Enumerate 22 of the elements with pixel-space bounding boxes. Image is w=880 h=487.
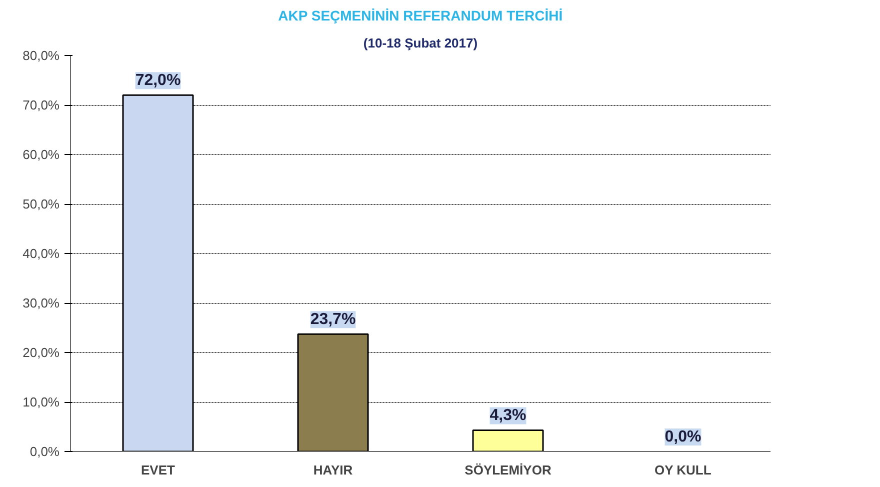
- y-tick-label: 50,0%: [22, 196, 60, 212]
- bar: [122, 94, 194, 452]
- y-tick-label: 80,0%: [22, 48, 60, 63]
- y-tick-label: 60,0%: [22, 147, 60, 162]
- y-tick-label: 0,0%: [30, 444, 60, 459]
- y-tick-label: 70,0%: [22, 98, 60, 112]
- bar: [297, 333, 369, 452]
- chart-subtitle: (10-18 Şubat 2017): [363, 36, 478, 50]
- data-label: 4,3%: [490, 407, 526, 424]
- x-tick-label: HAYIR: [313, 462, 354, 478]
- y-tick-label: 20,0%: [22, 345, 60, 360]
- x-tick-label: OY KULL: [654, 462, 712, 478]
- chart-title: AKP SEÇMENİNİN REFERANDUM TERCİHİ: [278, 8, 563, 24]
- x-tick-label: SÖYLEMİYOR: [464, 462, 552, 478]
- y-tick-label: 10,0%: [22, 394, 60, 410]
- data-label: 23,7%: [310, 311, 356, 328]
- y-tick-label: 30,0%: [22, 296, 60, 310]
- y-tick-label: 40,0%: [22, 246, 60, 261]
- x-tick-label: EVET: [141, 462, 176, 478]
- bar: [472, 429, 544, 452]
- data-label: 0,0%: [664, 428, 702, 446]
- data-label: 72,0%: [135, 72, 181, 90]
